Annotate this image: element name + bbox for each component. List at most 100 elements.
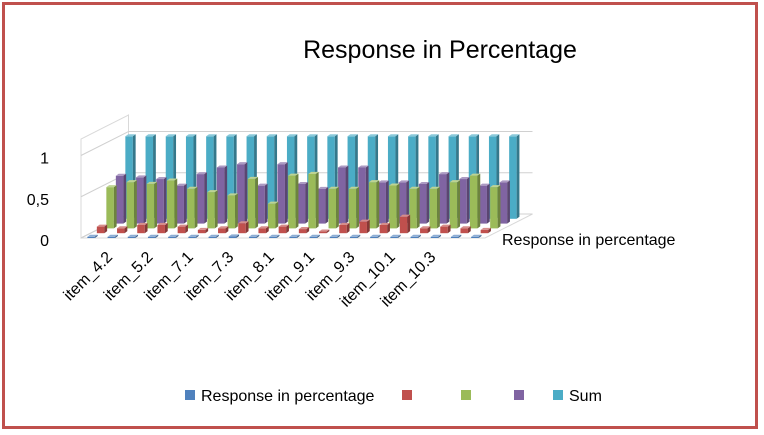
bar bbox=[117, 226, 128, 234]
bar bbox=[177, 224, 188, 234]
bar bbox=[359, 219, 370, 234]
bar bbox=[399, 214, 411, 234]
bar bbox=[348, 186, 360, 229]
bar bbox=[379, 222, 390, 234]
bar bbox=[358, 165, 369, 224]
legend-item: Sum bbox=[553, 388, 602, 405]
bar bbox=[196, 172, 207, 224]
chart-canvas: Response in Percentage 0 0,5 1 Response in… bbox=[27, 36, 676, 405]
bar bbox=[96, 224, 108, 234]
bar bbox=[247, 176, 259, 229]
legend-label: Response in percentage bbox=[201, 388, 375, 405]
bar bbox=[368, 180, 380, 229]
bar bbox=[297, 181, 308, 224]
bar bbox=[218, 226, 229, 234]
bar bbox=[471, 234, 482, 238]
bar bbox=[319, 229, 330, 234]
bar bbox=[420, 226, 431, 234]
chart-title: Response in Percentage bbox=[303, 36, 577, 64]
legend-label: Sum bbox=[569, 388, 602, 405]
bar bbox=[258, 226, 269, 234]
bar bbox=[349, 234, 361, 238]
bar bbox=[460, 226, 471, 234]
bar bbox=[390, 234, 401, 238]
legend-item bbox=[402, 390, 412, 400]
legend: Response in percentage Sum bbox=[185, 388, 602, 405]
bar bbox=[176, 183, 187, 224]
legend-swatch bbox=[185, 390, 195, 400]
bar bbox=[338, 165, 349, 224]
bar bbox=[137, 222, 148, 234]
bar bbox=[156, 177, 167, 224]
bar bbox=[398, 180, 409, 224]
bar bbox=[237, 162, 248, 224]
bar bbox=[187, 186, 198, 229]
bar bbox=[248, 234, 260, 238]
bar bbox=[339, 222, 350, 234]
legend-item bbox=[461, 390, 471, 400]
bar bbox=[410, 234, 421, 238]
bar bbox=[309, 234, 320, 238]
bar bbox=[378, 180, 389, 224]
bar bbox=[499, 180, 510, 224]
bar bbox=[87, 234, 98, 238]
bar bbox=[269, 234, 280, 238]
bars-group bbox=[87, 134, 520, 238]
y-tick-label: 1 bbox=[40, 151, 49, 168]
bar bbox=[509, 134, 520, 219]
y-tick-label: 0,5 bbox=[27, 192, 49, 209]
bar bbox=[238, 221, 249, 234]
bar bbox=[298, 227, 310, 234]
bar bbox=[328, 186, 339, 229]
chart-frame: Response in Percentage 0 0,5 1 Response in… bbox=[2, 2, 758, 429]
gridline bbox=[80, 131, 533, 156]
bar bbox=[107, 234, 118, 238]
bar bbox=[257, 183, 268, 224]
bar bbox=[329, 234, 341, 238]
bar bbox=[439, 172, 450, 224]
bar bbox=[197, 227, 209, 234]
bar bbox=[126, 180, 137, 229]
bar bbox=[418, 181, 430, 224]
bar bbox=[409, 186, 420, 229]
bar bbox=[188, 234, 199, 238]
bar bbox=[480, 227, 491, 234]
bar bbox=[115, 173, 127, 224]
bar bbox=[146, 181, 158, 229]
legend-swatch bbox=[514, 390, 524, 400]
bar bbox=[459, 177, 470, 224]
legend-swatch bbox=[402, 390, 412, 400]
bar bbox=[490, 185, 501, 229]
bar bbox=[317, 186, 329, 224]
bar bbox=[430, 234, 442, 238]
legend-swatch bbox=[461, 390, 471, 400]
bar bbox=[266, 134, 278, 219]
bar bbox=[157, 222, 168, 234]
bar bbox=[389, 183, 400, 229]
bar bbox=[289, 234, 300, 238]
legend-item bbox=[514, 390, 524, 400]
bar bbox=[127, 234, 139, 238]
y-tick-label: 0 bbox=[40, 233, 49, 250]
bar bbox=[479, 183, 490, 224]
bar bbox=[278, 224, 289, 234]
bar bbox=[449, 180, 461, 229]
bar bbox=[136, 175, 147, 224]
bar bbox=[168, 234, 179, 238]
bar bbox=[450, 234, 462, 238]
depth-axis-label: Response in percentage bbox=[502, 232, 676, 249]
bar bbox=[308, 171, 319, 229]
bar bbox=[208, 234, 219, 238]
x-axis-ticks: item_4.2item_5.2item_7.1item_7.3item_8.1… bbox=[61, 249, 440, 311]
bar bbox=[267, 201, 279, 229]
bar bbox=[429, 186, 440, 229]
bar bbox=[106, 185, 117, 229]
bar bbox=[469, 173, 481, 229]
bar bbox=[277, 162, 288, 224]
bar bbox=[228, 234, 240, 238]
legend-item: Response in percentage bbox=[185, 388, 375, 405]
bar bbox=[166, 178, 178, 229]
bar bbox=[147, 234, 159, 238]
legend-swatch bbox=[553, 390, 563, 400]
bar bbox=[216, 165, 228, 224]
